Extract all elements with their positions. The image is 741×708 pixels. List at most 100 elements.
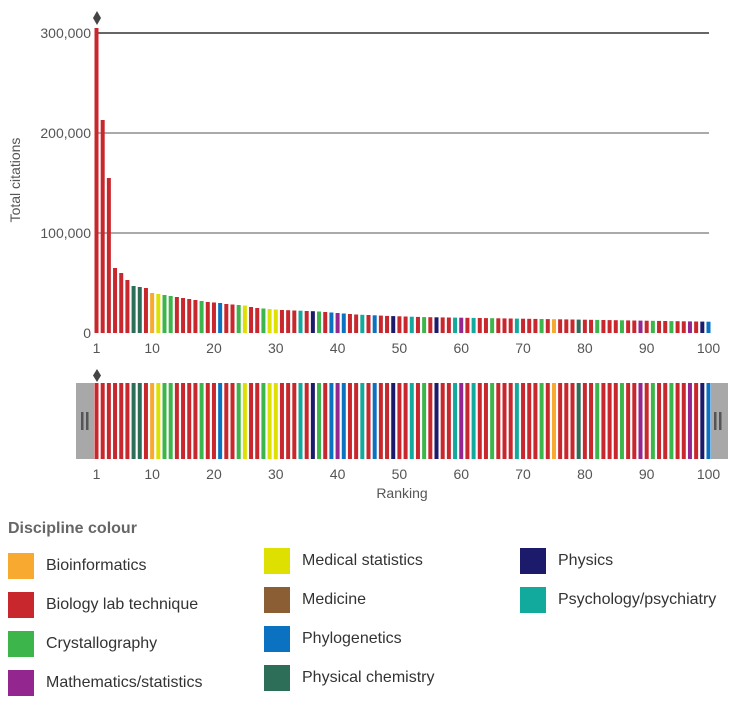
bar[interactable] bbox=[582, 319, 587, 333]
bar[interactable] bbox=[181, 298, 186, 333]
navigator-right-handle[interactable] bbox=[711, 383, 728, 459]
bar[interactable] bbox=[335, 313, 340, 333]
bar[interactable] bbox=[527, 318, 532, 333]
bar[interactable] bbox=[545, 319, 550, 333]
bar[interactable] bbox=[650, 320, 655, 333]
legend-item[interactable]: Mathematics/statistics bbox=[8, 668, 202, 698]
bar[interactable] bbox=[106, 178, 111, 333]
bar[interactable] bbox=[205, 302, 210, 333]
bar[interactable] bbox=[694, 321, 699, 334]
bar[interactable] bbox=[224, 304, 229, 333]
legend-item[interactable]: Psychology/psychiatry bbox=[520, 585, 716, 615]
bar[interactable] bbox=[150, 293, 155, 333]
bar[interactable] bbox=[551, 319, 556, 333]
bar[interactable] bbox=[397, 316, 402, 333]
bar[interactable] bbox=[409, 316, 414, 333]
bar[interactable] bbox=[193, 300, 198, 333]
legend-item[interactable]: Medical statistics bbox=[264, 546, 423, 576]
bar[interactable] bbox=[675, 321, 680, 333]
bar[interactable] bbox=[230, 304, 235, 334]
bar[interactable] bbox=[218, 303, 223, 333]
legend-item[interactable]: Physics bbox=[520, 546, 613, 576]
bar[interactable] bbox=[539, 319, 544, 333]
bar[interactable] bbox=[211, 302, 216, 334]
bar[interactable] bbox=[354, 314, 359, 334]
bar[interactable] bbox=[360, 314, 365, 333]
bar[interactable] bbox=[638, 320, 643, 333]
bar[interactable] bbox=[626, 320, 631, 333]
bar[interactable] bbox=[508, 318, 513, 334]
bar[interactable] bbox=[347, 314, 352, 333]
bar[interactable] bbox=[644, 320, 649, 333]
bar[interactable] bbox=[304, 311, 309, 333]
legend-item[interactable]: Medicine bbox=[264, 585, 366, 615]
bar[interactable] bbox=[125, 280, 130, 333]
bar[interactable] bbox=[100, 120, 105, 333]
bar[interactable] bbox=[422, 317, 427, 333]
bar[interactable] bbox=[669, 321, 674, 333]
bar[interactable] bbox=[292, 310, 297, 334]
bar[interactable] bbox=[483, 318, 488, 333]
bar[interactable] bbox=[490, 318, 495, 333]
bar[interactable] bbox=[607, 320, 612, 333]
bar[interactable] bbox=[595, 319, 600, 333]
bar[interactable] bbox=[94, 28, 99, 333]
bar[interactable] bbox=[236, 305, 241, 333]
legend-item[interactable]: Crystallography bbox=[8, 629, 157, 659]
bar[interactable] bbox=[514, 318, 519, 333]
bar[interactable] bbox=[564, 319, 569, 333]
bar[interactable] bbox=[372, 315, 377, 333]
bar[interactable] bbox=[279, 310, 284, 333]
bar[interactable] bbox=[533, 318, 538, 333]
bar[interactable] bbox=[428, 317, 433, 333]
bar[interactable] bbox=[131, 286, 136, 333]
bar[interactable] bbox=[317, 311, 322, 334]
bar[interactable] bbox=[113, 268, 118, 333]
bar[interactable] bbox=[174, 297, 179, 333]
bar[interactable] bbox=[366, 315, 371, 333]
bar[interactable] bbox=[434, 317, 439, 333]
bar[interactable] bbox=[310, 311, 315, 333]
bar[interactable] bbox=[619, 320, 624, 333]
bar[interactable] bbox=[242, 305, 247, 334]
legend-item[interactable]: Biology lab technique bbox=[8, 590, 198, 620]
bar[interactable] bbox=[143, 288, 148, 333]
bar[interactable] bbox=[471, 317, 476, 333]
bar[interactable] bbox=[267, 309, 272, 333]
bar[interactable] bbox=[162, 295, 167, 333]
bar[interactable] bbox=[199, 301, 204, 333]
bar[interactable] bbox=[632, 320, 637, 334]
legend-item[interactable]: Bioinformatics bbox=[8, 551, 146, 581]
bar[interactable] bbox=[681, 321, 686, 333]
bar[interactable] bbox=[613, 320, 618, 333]
bar[interactable] bbox=[341, 313, 346, 334]
bar[interactable] bbox=[391, 316, 396, 333]
navigator-selection[interactable] bbox=[94, 383, 711, 459]
bar[interactable] bbox=[465, 317, 470, 333]
bar[interactable] bbox=[286, 310, 291, 333]
bar[interactable] bbox=[706, 321, 711, 333]
bar[interactable] bbox=[187, 299, 192, 333]
bar[interactable] bbox=[496, 318, 501, 333]
bar[interactable] bbox=[329, 312, 334, 334]
bar[interactable] bbox=[477, 318, 482, 333]
bar[interactable] bbox=[663, 321, 668, 333]
bar[interactable] bbox=[700, 321, 705, 333]
bar[interactable] bbox=[403, 316, 408, 334]
bar[interactable] bbox=[657, 320, 662, 333]
bar[interactable] bbox=[589, 319, 594, 333]
legend-item[interactable]: Physical chemistry bbox=[264, 663, 434, 693]
bar[interactable] bbox=[502, 318, 507, 333]
bar[interactable] bbox=[378, 315, 383, 333]
bar[interactable] bbox=[570, 319, 575, 334]
bar[interactable] bbox=[385, 315, 390, 333]
bar[interactable] bbox=[446, 317, 451, 334]
bar[interactable] bbox=[453, 317, 458, 333]
bar[interactable] bbox=[521, 318, 526, 333]
bar[interactable] bbox=[137, 287, 142, 333]
bar[interactable] bbox=[459, 317, 464, 333]
bar[interactable] bbox=[255, 308, 260, 333]
bar[interactable] bbox=[168, 296, 173, 333]
bar[interactable] bbox=[273, 309, 278, 334]
bar[interactable] bbox=[440, 317, 445, 333]
